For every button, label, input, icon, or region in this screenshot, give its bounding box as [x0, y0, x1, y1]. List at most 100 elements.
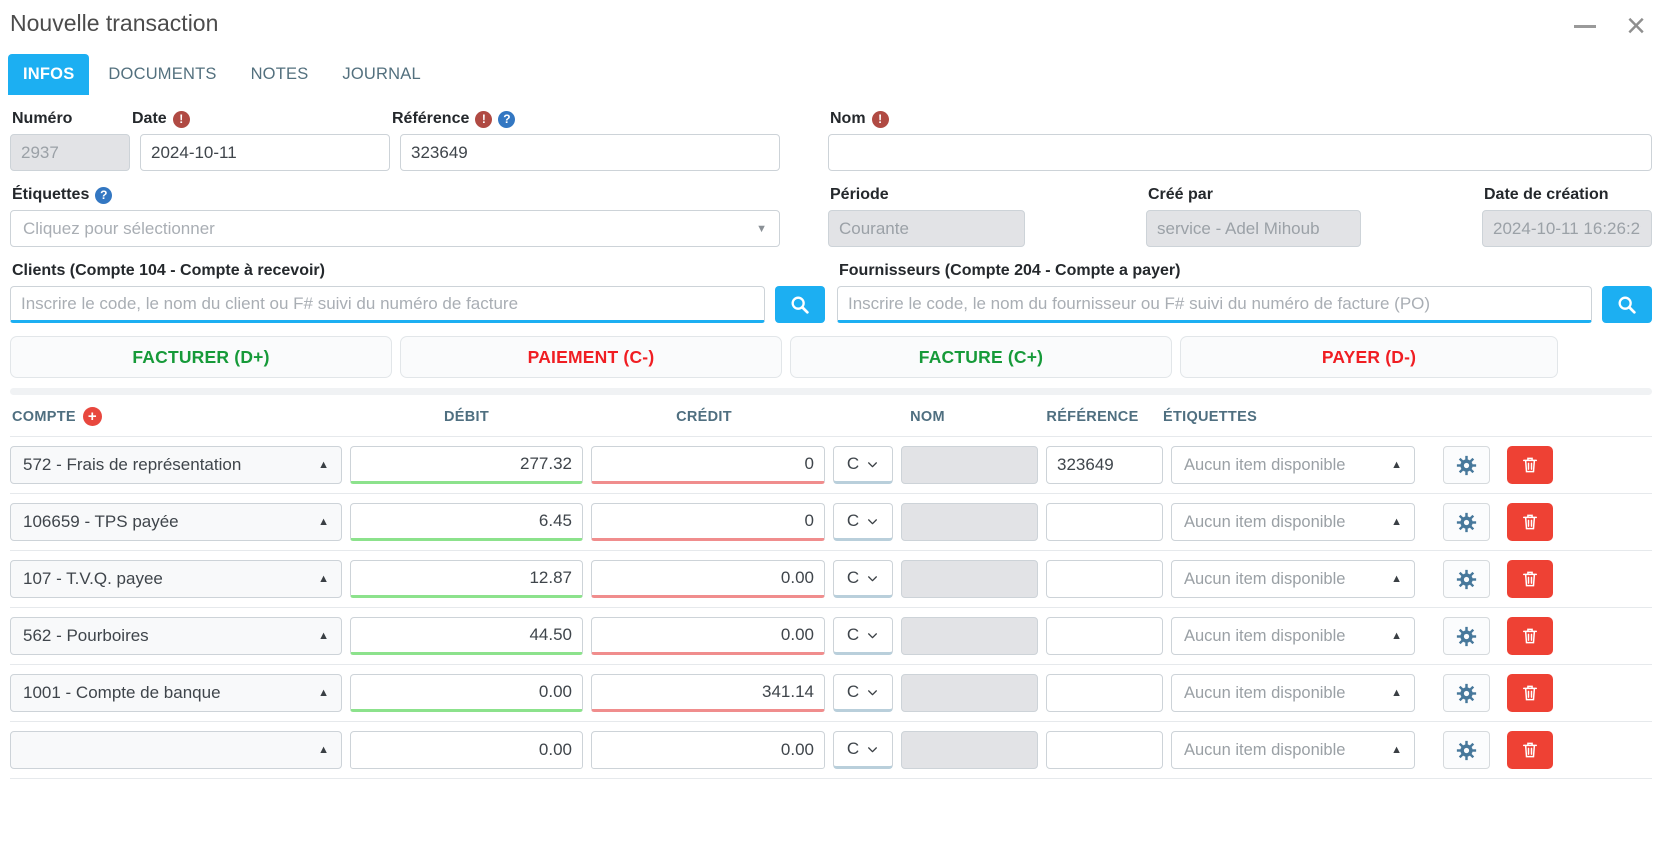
- caret-up-icon: ▲: [1391, 687, 1402, 699]
- row-etiquettes-select[interactable]: Aucun item disponible ▲: [1171, 503, 1415, 541]
- row-settings-button[interactable]: [1443, 617, 1490, 655]
- clients-field-group: Clients (Compte 104 - Compte à recevoir): [10, 247, 825, 323]
- account-select[interactable]: ▲: [10, 731, 342, 769]
- trash-icon: [1523, 742, 1537, 758]
- caret-up-icon: ▲: [318, 630, 329, 642]
- row-reference-input[interactable]: [1046, 560, 1163, 598]
- action-button-facturer[interactable]: FACTURER (D+): [10, 336, 392, 378]
- row-settings-button[interactable]: [1443, 446, 1490, 484]
- search-icon: [1618, 296, 1636, 314]
- row-reference-input[interactable]: [1046, 617, 1163, 655]
- row-etiquettes-select[interactable]: Aucun item disponible ▲: [1171, 446, 1415, 484]
- row-settings-button[interactable]: [1443, 674, 1490, 712]
- account-select[interactable]: 1001 - Compte de banque ▲: [10, 674, 342, 712]
- compte-header: COMPTE: [12, 408, 76, 425]
- row-settings-button[interactable]: [1443, 731, 1490, 769]
- form-row-2: Étiquettes ? Cliquez pour sélectionner ▼…: [10, 171, 1652, 247]
- type-select[interactable]: C: [833, 617, 893, 655]
- gear-icon: [1456, 740, 1477, 760]
- etiquettes-select[interactable]: Cliquez pour sélectionner ▼: [10, 210, 780, 247]
- close-icon[interactable]: ×: [1626, 7, 1646, 45]
- clients-search-input[interactable]: [10, 286, 765, 323]
- action-button-paiement[interactable]: PAIEMENT (C-): [400, 336, 782, 378]
- row-delete-button[interactable]: [1507, 731, 1553, 769]
- credit-input[interactable]: [591, 674, 825, 712]
- date-creation-input: [1482, 210, 1652, 247]
- caret-up-icon: ▲: [318, 573, 329, 585]
- date-field-group: Date !: [130, 95, 390, 171]
- nom-input[interactable]: [828, 134, 1652, 171]
- debit-input[interactable]: [350, 617, 583, 655]
- required-icon: !: [475, 110, 493, 128]
- tab-journal[interactable]: JOURNAL: [327, 54, 435, 95]
- row-etiquettes-select[interactable]: Aucun item disponible ▲: [1171, 731, 1415, 769]
- tab-infos[interactable]: INFOS: [8, 54, 90, 95]
- account-select[interactable]: 572 - Frais de représentation ▲: [10, 446, 342, 484]
- debit-input[interactable]: [350, 731, 583, 769]
- gear-icon: [1456, 512, 1477, 532]
- row-delete-button[interactable]: [1507, 617, 1553, 655]
- debit-input[interactable]: [350, 503, 583, 541]
- fournisseurs-search-input[interactable]: [837, 286, 1592, 323]
- row-reference-input[interactable]: [1046, 446, 1163, 484]
- type-select[interactable]: C: [833, 731, 893, 769]
- credit-input[interactable]: [591, 731, 825, 769]
- debit-input[interactable]: [350, 560, 583, 598]
- row-settings-button[interactable]: [1443, 503, 1490, 541]
- tab-notes[interactable]: NOTES: [236, 54, 324, 95]
- row-reference-input[interactable]: [1046, 731, 1163, 769]
- window-controls: ×: [1574, 7, 1648, 45]
- action-button-payer[interactable]: PAYER (D-): [1180, 336, 1558, 378]
- add-line-icon[interactable]: +: [82, 407, 102, 426]
- action-button-facture[interactable]: FACTURE (C+): [790, 336, 1172, 378]
- clients-label: Clients (Compte 104 - Compte à recevoir): [12, 262, 325, 279]
- help-icon[interactable]: ?: [95, 186, 113, 204]
- periode-field-group: Période: [828, 171, 1025, 247]
- fournisseurs-search-button[interactable]: [1602, 286, 1652, 323]
- minimize-icon[interactable]: [1574, 24, 1597, 28]
- type-select[interactable]: C: [833, 446, 893, 484]
- row-etiquettes-select[interactable]: Aucun item disponible ▲: [1171, 617, 1415, 655]
- credit-input[interactable]: [591, 617, 825, 655]
- table-row: 562 - Pourboires ▲ C Aucun item disponib…: [10, 608, 1652, 665]
- help-icon[interactable]: ?: [498, 110, 516, 128]
- debit-input[interactable]: [350, 446, 583, 484]
- date-creation-label: Date de création: [1484, 186, 1609, 203]
- required-icon: !: [172, 110, 190, 128]
- type-select[interactable]: C: [833, 674, 893, 712]
- table-row: 107 - T.V.Q. payee ▲ C Aucun item dispon…: [10, 551, 1652, 608]
- row-etiquettes-select[interactable]: Aucun item disponible ▲: [1171, 560, 1415, 598]
- row-delete-button[interactable]: [1507, 446, 1553, 484]
- cree-par-label: Créé par: [1148, 186, 1213, 203]
- row-reference-input[interactable]: [1046, 503, 1163, 541]
- lines-table: COMPTE + DÉBIT CRÉDIT NOM RÉFÉRENCE ÉTIQ…: [0, 399, 1662, 779]
- nom-label: Nom: [830, 110, 866, 127]
- debit-input[interactable]: [350, 674, 583, 712]
- trash-icon: [1523, 514, 1537, 530]
- row-etiquettes-select[interactable]: Aucun item disponible ▲: [1171, 674, 1415, 712]
- account-select[interactable]: 562 - Pourboires ▲: [10, 617, 342, 655]
- row-delete-button[interactable]: [1507, 674, 1553, 712]
- account-select[interactable]: 106659 - TPS payée ▲: [10, 503, 342, 541]
- clients-search-button[interactable]: [775, 286, 825, 323]
- type-select[interactable]: C: [833, 560, 893, 598]
- row-delete-button[interactable]: [1507, 503, 1553, 541]
- account-select[interactable]: 107 - T.V.Q. payee ▲: [10, 560, 342, 598]
- credit-input[interactable]: [591, 560, 825, 598]
- row-delete-button[interactable]: [1507, 560, 1553, 598]
- row-nom-input: [901, 446, 1038, 484]
- periode-input: [828, 210, 1025, 247]
- credit-input[interactable]: [591, 446, 825, 484]
- credit-input[interactable]: [591, 503, 825, 541]
- action-buttons: FACTURER (D+) PAIEMENT (C-) FACTURE (C+)…: [10, 336, 1652, 378]
- tab-documents[interactable]: DOCUMENTS: [93, 54, 231, 95]
- row-reference-input[interactable]: [1046, 674, 1163, 712]
- date-input[interactable]: [140, 134, 390, 171]
- etiquettes-label: Étiquettes: [12, 186, 90, 203]
- row-settings-button[interactable]: [1443, 560, 1490, 598]
- table-header: COMPTE + DÉBIT CRÉDIT NOM RÉFÉRENCE ÉTIQ…: [10, 399, 1652, 437]
- type-select[interactable]: C: [833, 503, 893, 541]
- reference-label: Référence: [392, 110, 470, 127]
- reference-input[interactable]: [400, 134, 780, 171]
- caret-up-icon: ▲: [1391, 630, 1402, 642]
